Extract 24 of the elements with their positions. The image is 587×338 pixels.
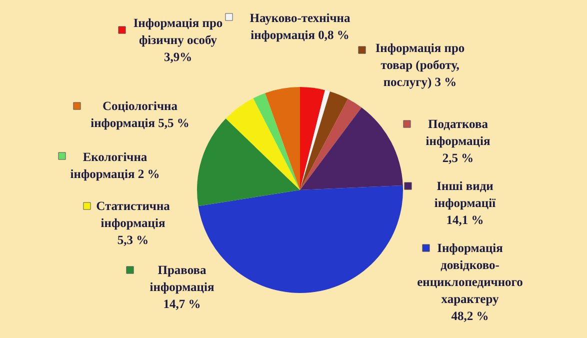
legend-label: Науково-технічна інформація 0,8 % <box>250 11 351 42</box>
data-label: 14,7 % <box>163 297 201 311</box>
pie-slice <box>226 98 300 190</box>
pie-slice <box>300 90 330 190</box>
legend-label: Інші види інформації <box>434 179 496 210</box>
data-label: 2,5 % <box>442 151 474 165</box>
legend-label: Інформація про товар (роботу, послугу) 3 % <box>375 41 465 89</box>
data-label: 3,9% <box>164 50 192 64</box>
legend-label: Інформація довідково-енциклопедичного характеру <box>417 241 523 306</box>
pie-slice <box>300 87 325 190</box>
legend-label: Інформація про фізичну особу <box>133 16 223 47</box>
legend-label: Екологічна інформація 2 % <box>70 150 160 181</box>
data-label: 5,3 % <box>117 233 149 247</box>
data-label: 14,1 % <box>446 213 484 227</box>
legend-label: Соціологічна інформація 5,5 % <box>90 99 190 130</box>
pie-slice <box>300 91 348 190</box>
legend-label: Статистична інформація <box>96 199 171 230</box>
data-label: 48,2 % <box>451 309 489 323</box>
legend-label: Податкова інформація <box>426 117 490 148</box>
pie-slice <box>265 87 300 190</box>
pie-slice <box>197 118 300 206</box>
pie-slice <box>253 93 300 190</box>
legend-label: Правова інформація <box>150 263 214 294</box>
pie-slice <box>300 98 362 190</box>
